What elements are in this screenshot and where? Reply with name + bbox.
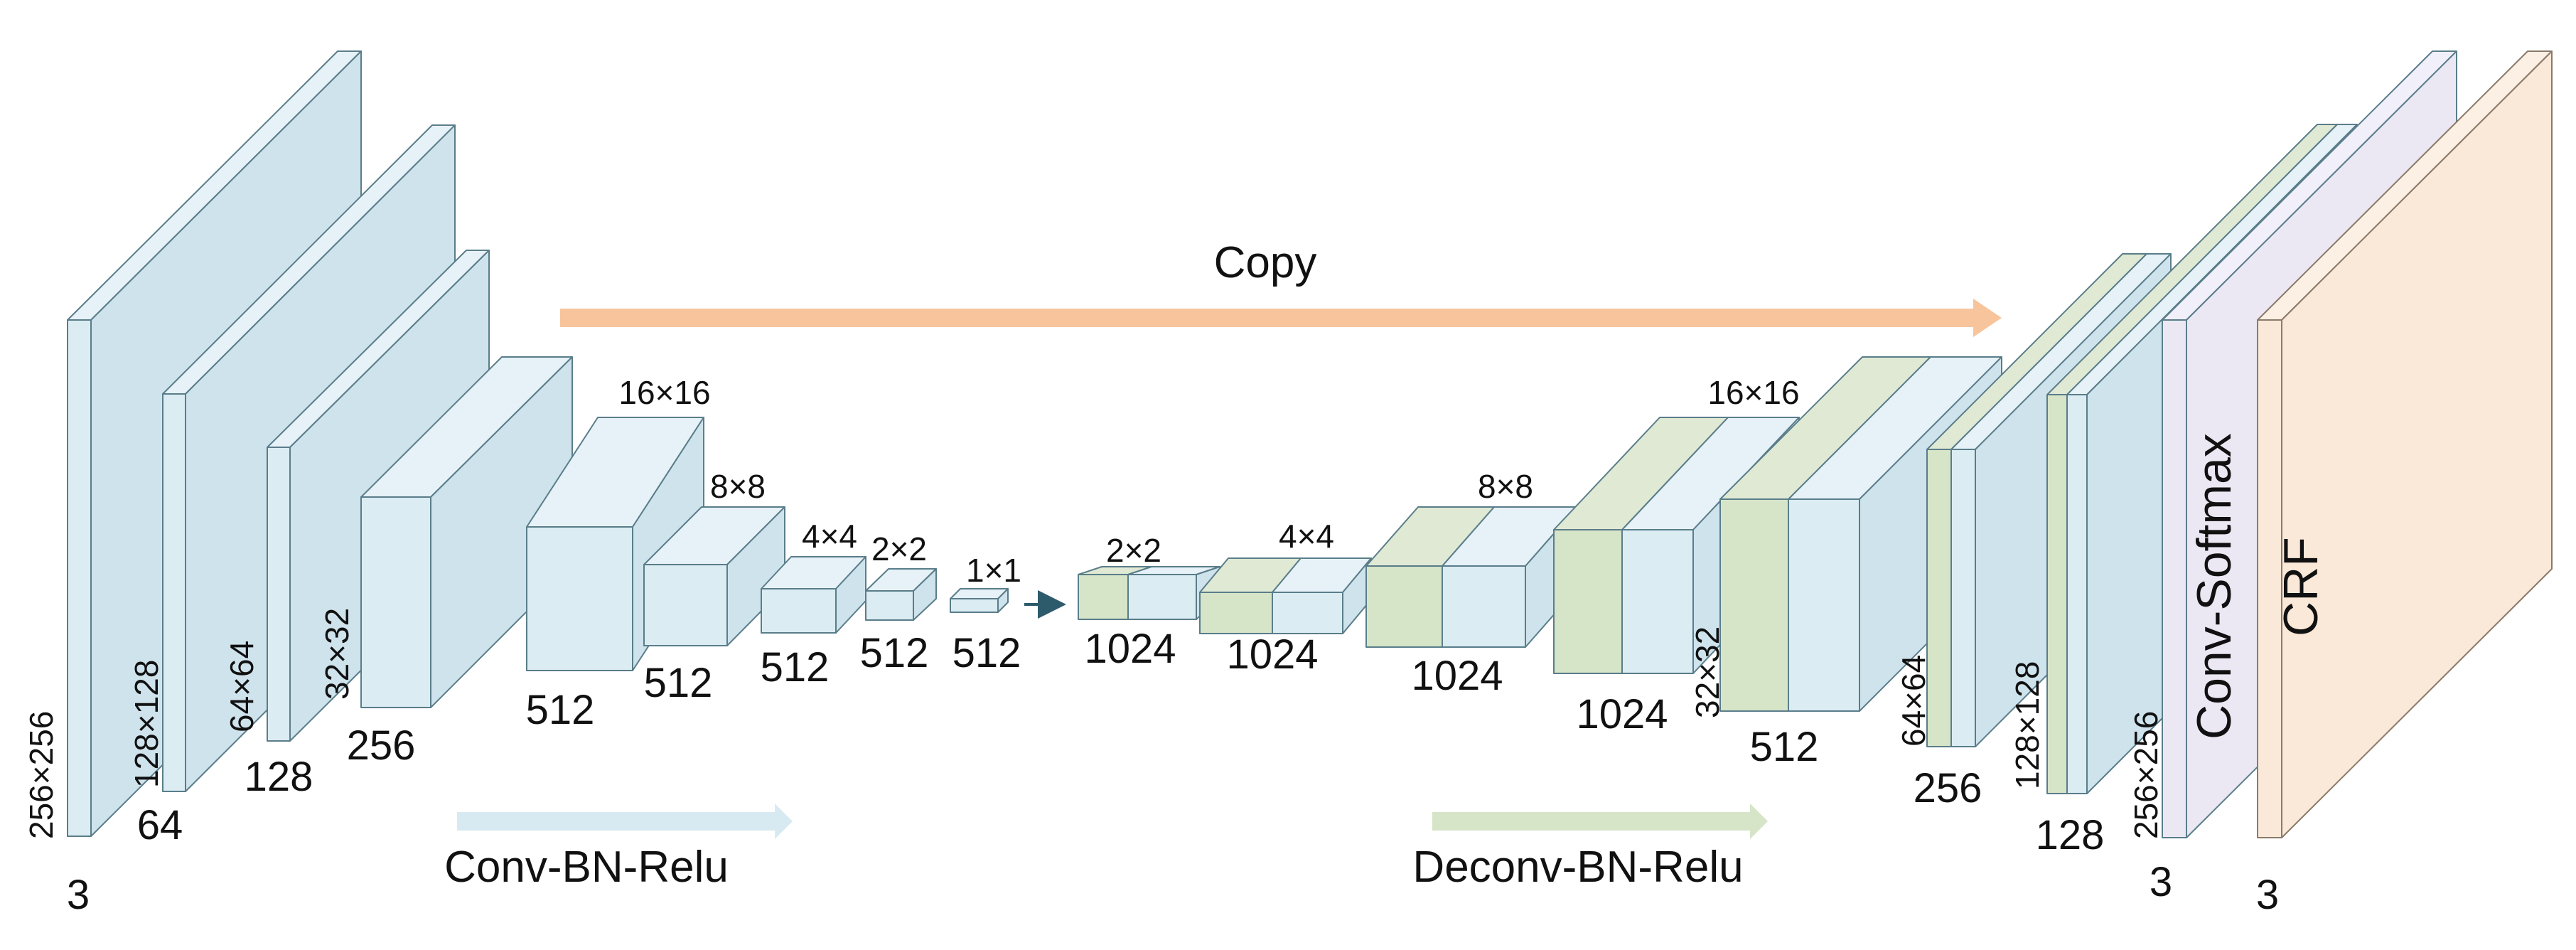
crf-block [2257,50,2553,838]
decoder-block-1 [1078,566,1220,620]
encoder-l3-size: 32×32 [318,608,355,700]
encoder-l6-channels: 512 [761,644,830,690]
encoder-l4-size: 16×16 [618,374,710,411]
encoder-block-3 [360,356,573,708]
conv-softmax-label: Conv-Softmax [2187,433,2241,740]
encoder-l8-size: 1×1 [966,552,1021,589]
decoder-d1-channels: 1024 [1084,626,1176,672]
decoder-d5-channels: 512 [1750,724,1819,770]
encoder-l6-size: 4×4 [802,518,857,555]
encoder-l8-channels: 512 [952,630,1021,676]
crf-channels: 3 [2256,872,2279,918]
encoder-l4-channels: 512 [526,687,595,733]
encoder-l7-channels: 512 [860,630,929,676]
conv-bn-relu-label: Conv-BN-Relu [444,843,729,892]
decoder-d4-channels: 1024 [1576,691,1668,737]
decoder-d7-size: 128×128 [2009,661,2046,789]
encoder-block-7 [865,568,937,621]
decoder-block-3 [1365,506,1578,648]
encoder-l2-size: 64×64 [223,641,260,732]
decoder-d1-size: 2×2 [1106,532,1161,569]
encoder-l1-size: 128×128 [128,660,165,788]
decoder-out-size: 256×256 [2127,711,2164,839]
crf-label: CRF [2274,537,2328,636]
encoder-input-size: 256×256 [23,711,60,839]
deconv-bn-relu-label: Deconv-BN-Relu [1412,843,1743,892]
encoder-l2-channels: 128 [245,754,313,800]
decoder-d7-channels: 128 [2036,812,2105,858]
conv-bn-relu-arrow [457,804,793,839]
decoder-d5-size: 32×32 [1689,626,1726,718]
encoder-l3-channels: 256 [347,722,416,769]
encoder-l1-channels: 64 [137,802,183,848]
copy-arrow [560,299,2002,337]
encoder-input-channels: 3 [67,872,90,918]
decoder-d6-channels: 256 [1914,765,1982,811]
decoder-d4-size: 16×16 [1707,374,1799,411]
decoder-d3-size: 8×8 [1478,468,1533,505]
encoder-block-8 [950,588,1009,613]
encoder-l5-channels: 512 [644,660,713,706]
decoder-block-2 [1199,557,1372,634]
encoder-block-6 [761,556,866,634]
decoder-d2-size: 4×4 [1279,518,1334,555]
decoder-d3-channels: 1024 [1411,653,1503,699]
copy-label: Copy [1214,238,1317,287]
deconv-bn-relu-arrow [1432,804,1768,839]
decoder-out-channels: 3 [2150,859,2172,905]
decoder-d6-size: 64×64 [1895,655,1932,747]
encoder-l5-size: 8×8 [710,468,766,505]
encoder-l7-size: 2×2 [871,530,927,567]
decoder-d2-channels: 1024 [1226,631,1318,678]
